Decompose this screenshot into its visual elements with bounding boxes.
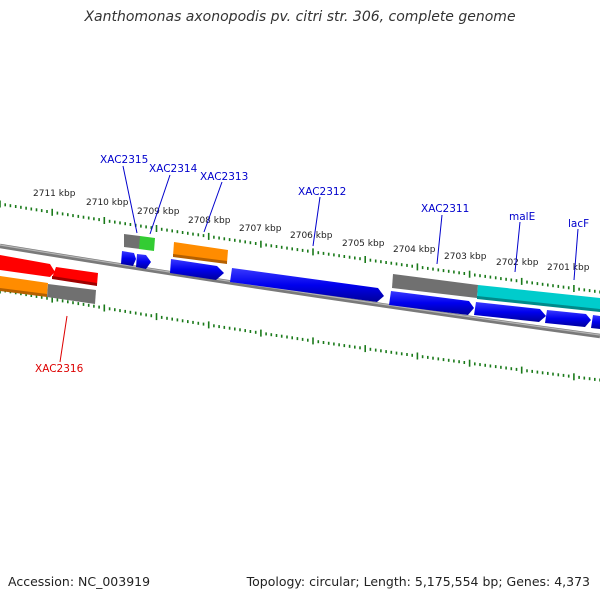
green-gene-xac2314 [139, 236, 155, 251]
ruler-label: 2706 kbp [290, 231, 333, 241]
label-leaders [59, 165, 579, 363]
backbone-line [0, 243, 600, 339]
backbone-highlight [0, 244, 600, 336]
blue-gene-xac2312 [230, 268, 384, 302]
accession-text: Accession: NC_003919 [8, 574, 151, 589]
gene-label-xac2316[interactable]: XAC2316 [35, 363, 84, 375]
blue-gene [545, 310, 591, 327]
leader-male [514, 221, 521, 273]
forward-strand-features [121, 251, 600, 329]
ruler-outer [0, 200, 600, 294]
leader-xac2312 [312, 196, 321, 247]
ruler-label: 2709 kbp [137, 207, 180, 217]
blue-gene [136, 254, 151, 269]
gene-labels: XAC2315 XAC2314 XAC2313 XAC2312 XAC2311 … [35, 154, 589, 375]
blue-gene [474, 302, 546, 322]
blue-gene [170, 259, 224, 280]
gene-label-xac2313[interactable]: XAC2313 [200, 171, 248, 183]
leader-lacf [573, 228, 579, 281]
leader-xac2311 [436, 214, 443, 265]
gene-label-xac2312[interactable]: XAC2312 [298, 186, 346, 198]
ruler-label: 2710 kbp [86, 198, 129, 208]
orange-gene-shade [0, 288, 47, 297]
ruler-label: 2707 kbp [239, 224, 282, 234]
reverse-strand-features [0, 234, 600, 312]
leader-xac2316 [59, 315, 68, 363]
leader-xac2313 [203, 181, 223, 233]
gene-label-xac2311[interactable]: XAC2311 [421, 203, 469, 215]
leader-xac2315 [122, 165, 138, 234]
blue-gene [591, 315, 600, 329]
gray-gene-xac2315 [124, 234, 140, 249]
ruler-label: 2708 kbp [188, 216, 231, 226]
ruler-label: 2702 kbp [496, 258, 539, 268]
cyan-gene-shade [477, 296, 600, 312]
orange-gene-shade [173, 254, 227, 264]
red-gene-shade [52, 276, 97, 286]
ruler-labels: 2711 kbp 2710 kbp 2709 kbp 2708 kbp 2707… [33, 189, 590, 273]
ruler-label: 2704 kbp [393, 245, 436, 255]
leader-xac2314 [149, 174, 171, 235]
map-title: Xanthomonas axonopodis pv. citri str. 30… [84, 9, 516, 25]
ruler-label: 2703 kbp [444, 252, 487, 262]
gray-gene-xac2311 [392, 274, 478, 298]
red-gene-arrow [0, 255, 55, 277]
gene-label-lacf[interactable]: lacF [568, 218, 589, 230]
gene-label-male[interactable]: malE [509, 211, 535, 223]
gene-label-xac2314[interactable]: XAC2314 [149, 163, 198, 175]
blue-gene [389, 291, 474, 315]
blue-gene [121, 251, 136, 266]
ruler-label: 2701 kbp [547, 263, 590, 273]
gene-label-xac2315[interactable]: XAC2315 [100, 154, 148, 166]
cyan-gene-male [477, 285, 600, 311]
red-gene [52, 267, 98, 285]
ruler-label: 2705 kbp [342, 239, 385, 249]
gray-gene-left [47, 284, 96, 304]
ruler-label: 2711 kbp [33, 189, 76, 199]
genome-stats-text: Topology: circular; Length: 5,175,554 bp… [246, 574, 590, 589]
